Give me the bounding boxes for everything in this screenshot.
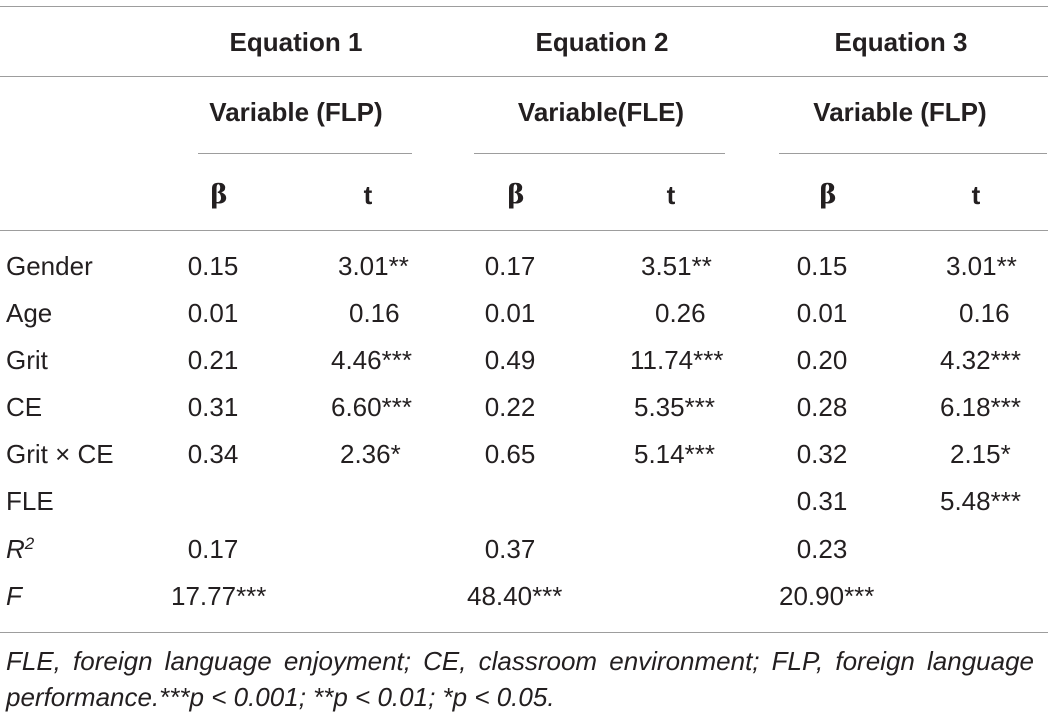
cell-r-squared-eq1: 0.17 [187, 534, 239, 564]
cell-gender-eq1-beta: 0.15 [187, 251, 239, 281]
equation-2-variable: Variable(FLE) [517, 97, 685, 127]
cell-fle-eq3-t: 5.48*** [940, 486, 1021, 516]
row-label-f: F [6, 581, 22, 611]
cell-grit-eq3-t: 4.32*** [940, 345, 1021, 375]
row-label-ce: CE [6, 392, 43, 422]
cell-r-squared-eq3: 0.23 [796, 534, 848, 564]
cell-f-eq1: 17.77*** [171, 581, 267, 611]
cell-grit-x-ce-eq1-t: 2.36* [340, 439, 401, 469]
cell-grit-x-ce-eq2-t: 5.14*** [634, 439, 715, 469]
t-header-1: t [363, 180, 373, 210]
beta-header-3: β [819, 180, 837, 210]
cell-ce-eq3-beta: 0.28 [796, 392, 848, 422]
equation-1-variable: Variable (FLP) [209, 97, 383, 127]
equation-2-header: Equation 2 [535, 27, 669, 57]
r-squared-exponent: 2 [24, 534, 35, 553]
top-rule [0, 6, 1048, 7]
cell-grit-eq3-beta: 0.20 [796, 345, 848, 375]
cell-ce-eq3-t: 6.18*** [940, 392, 1021, 422]
cell-gender-eq3-beta: 0.15 [796, 251, 848, 281]
cell-gender-eq2-beta-top: 0.17 [484, 251, 536, 281]
t-header-2: t [666, 180, 676, 210]
cell-age-eq3-beta: 0.01 [796, 298, 848, 328]
cell-grit-x-ce-eq3-beta: 0.32 [796, 439, 848, 469]
cell-gender-eq2-t: 3.51** [641, 251, 712, 281]
cell-ce-eq1-t: 6.60*** [331, 392, 412, 422]
bottom-rule [0, 632, 1048, 633]
equation-3-header: Equation 3 [834, 27, 968, 57]
t-header-3: t [971, 180, 981, 210]
row-label-r-squared: R2 [6, 534, 34, 564]
cell-grit-eq1-t: 4.46*** [331, 345, 412, 375]
table-footnote: FLE, foreign language enjoyment; CE, cla… [6, 646, 1034, 712]
cell-f-eq2: 48.40*** [467, 581, 563, 611]
equation-1-rule [198, 153, 412, 154]
cell-grit-eq2-t: 11.74*** [630, 345, 724, 375]
equation-1-header: Equation 1 [229, 27, 363, 57]
row-label-grit: Grit [6, 345, 48, 375]
row-label-age: Age [6, 298, 53, 328]
cell-age-eq1-t: 0.16 [349, 298, 400, 328]
r-squared-base: R [6, 534, 25, 564]
cell-r-squared-eq2: 0.37 [484, 534, 536, 564]
cell-ce-eq1-beta: 0.31 [187, 392, 239, 422]
cell-age-eq2-t: 0.26 [655, 298, 706, 328]
cell-age-eq3-t: 0.16 [959, 298, 1010, 328]
cell-grit-x-ce-eq2-beta: 0.65 [484, 439, 536, 469]
equation-2-rule [474, 153, 725, 154]
cell-f-eq3: 20.90*** [779, 581, 875, 611]
cell-gender-eq1-t: 3.01** [338, 251, 409, 281]
row-label-grit-x-ce: Grit × CE [6, 439, 114, 469]
row-label-gender: Gender [6, 251, 93, 281]
row-label-fle: FLE [6, 486, 54, 516]
cell-grit-eq1-beta: 0.21 [187, 345, 239, 375]
cell-fle-eq3-beta: 0.31 [796, 486, 848, 516]
cell-grit-x-ce-eq3-t: 2.15* [950, 439, 1011, 469]
beta-header-2: β [507, 180, 525, 210]
cell-ce-eq2-beta: 0.22 [484, 392, 536, 422]
cell-grit-x-ce-eq1-beta: 0.34 [187, 439, 239, 469]
cell-grit-eq2-beta: 0.49 [484, 345, 536, 375]
cell-age-eq2-beta: 0.01 [484, 298, 536, 328]
equation-3-rule [779, 153, 1047, 154]
cell-age-eq1-beta: 0.01 [187, 298, 239, 328]
equation-3-variable: Variable (FLP) [813, 97, 987, 127]
beta-header-1: β [210, 180, 228, 210]
cell-ce-eq2-t: 5.35*** [634, 392, 715, 422]
header-rule [0, 76, 1048, 77]
cell-gender-eq3-t: 3.01** [946, 251, 1017, 281]
stat-header-rule [0, 230, 1048, 231]
